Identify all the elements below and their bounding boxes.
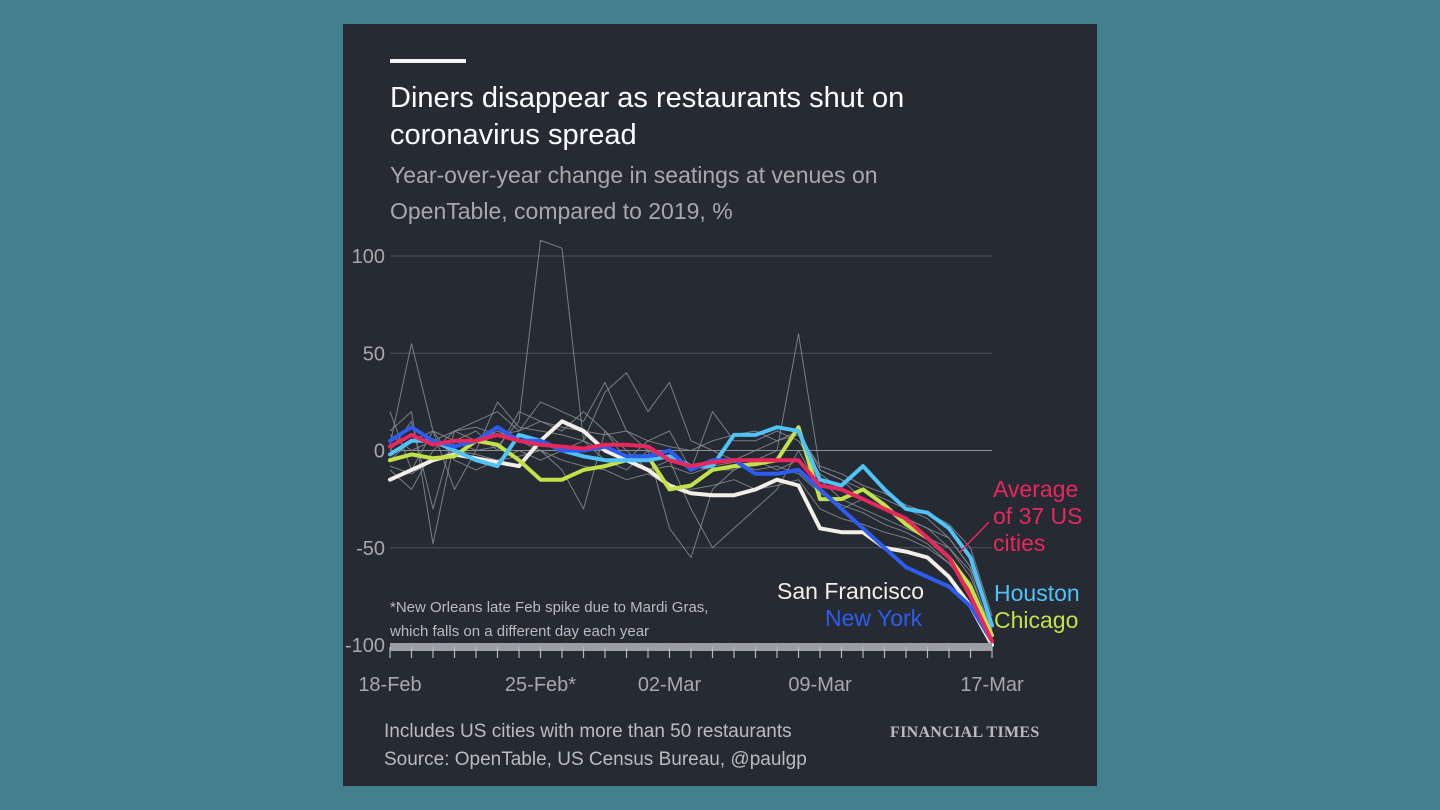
series-line-san-francisco bbox=[388, 419, 994, 647]
x-tick-label: 09-Mar bbox=[788, 674, 852, 696]
series-line-city-2 bbox=[389, 372, 993, 626]
label-average-line-2: of 37 US bbox=[993, 503, 1083, 529]
x-tick-label: 17-Mar bbox=[960, 674, 1024, 696]
series-line-city-8 bbox=[389, 450, 993, 636]
chart-plot: 100 50 0 -50 -100 18-Feb 25-Feb* 02-Mar 09-Mar 1… bbox=[345, 239, 1083, 696]
title-rule bbox=[390, 59, 466, 63]
footnote-scope: Includes US cities with more than 50 res… bbox=[384, 721, 792, 742]
chart-title: Diners disappear as restaurants shut on … bbox=[390, 82, 905, 151]
label-average-line-1: Average bbox=[993, 476, 1078, 502]
chart-card: Diners disappear as restaurants shut on … bbox=[343, 24, 1097, 786]
label-average-line-3: cities bbox=[993, 530, 1045, 556]
label-san-francisco: San Francisco bbox=[777, 578, 924, 604]
x-tick-label: 25-Feb* bbox=[505, 674, 576, 696]
average-leader-line bbox=[959, 521, 990, 553]
annotation-line-2: which falls on a different day each year bbox=[389, 623, 649, 640]
label-new-york: New York bbox=[825, 605, 923, 631]
series-line-average bbox=[388, 432, 994, 644]
financial-times-logo: FINANCIAL TIMES bbox=[890, 724, 1040, 741]
label-chicago: Chicago bbox=[994, 607, 1078, 633]
x-tick-label: 18-Feb bbox=[358, 674, 421, 696]
y-tick-label: 0 bbox=[374, 441, 385, 463]
footnote-source: Source: OpenTable, US Census Bureau, @pa… bbox=[384, 749, 807, 770]
series-line-new-york bbox=[388, 425, 994, 644]
y-tick-label: 50 bbox=[363, 343, 385, 365]
y-tick-label: -50 bbox=[356, 538, 385, 560]
label-houston: Houston bbox=[994, 580, 1080, 606]
y-tick-label: 100 bbox=[352, 246, 385, 268]
x-tick-label: 02-Mar bbox=[638, 674, 702, 696]
annotation-line-1: *New Orleans late Feb spike due to Mardi… bbox=[390, 599, 708, 616]
footnote: Includes US cities with more than 50 res… bbox=[384, 718, 807, 774]
chart-subtitle: Year-over-year change in seatings at ven… bbox=[390, 162, 878, 224]
y-tick-label: -100 bbox=[345, 635, 385, 657]
series-line-city-5 bbox=[389, 381, 993, 632]
